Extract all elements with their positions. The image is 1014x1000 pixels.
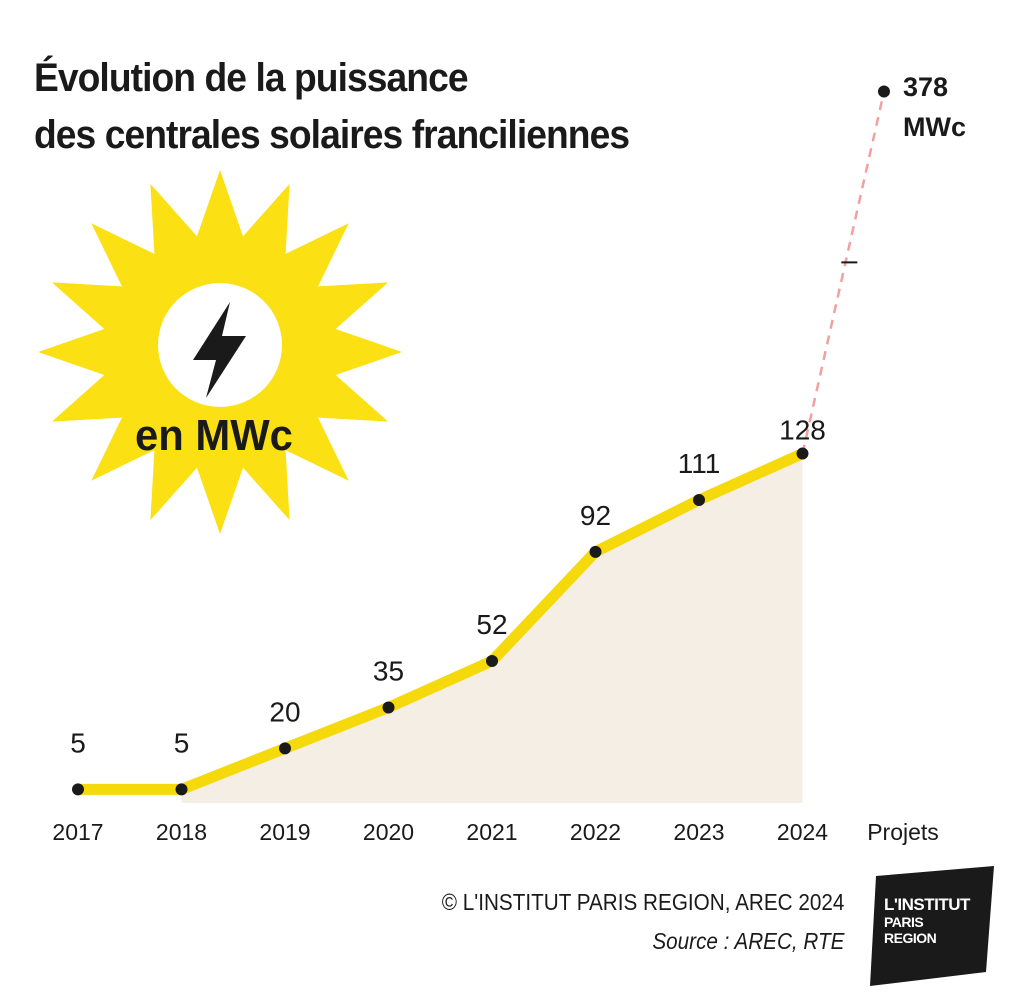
value-label-2017: 5 (70, 727, 86, 758)
x-tick-2021: 2021 (466, 819, 517, 845)
x-tick-2020: 2020 (363, 819, 414, 845)
area-fill (181, 453, 803, 803)
series-line (72, 448, 808, 795)
data-point-2019 (279, 742, 291, 755)
data-point-2023 (693, 493, 705, 506)
data-point-2021 (486, 655, 498, 668)
logo-line3: REGION (884, 930, 937, 946)
value-label-2020: 35 (373, 655, 404, 686)
logo-text: L'INSTITUT PARIS REGION (884, 895, 970, 947)
value-label-2023: 111 (678, 448, 721, 479)
x-tick-2024: 2024 (777, 819, 828, 845)
value-label-2021: 52 (476, 609, 507, 640)
projection-point (878, 85, 890, 98)
lightning-bolt-icon (193, 302, 246, 398)
institut-logo (870, 866, 994, 986)
logo-line1: L'INSTITUT (884, 895, 970, 914)
data-point-2024 (796, 447, 809, 460)
projection-dashed-line (801, 91, 886, 454)
x-axis-ticks: 2017 2018 2019 2020 2021 2022 2023 2024 Projets (52, 819, 938, 845)
x-tick-2017: 2017 (52, 819, 103, 845)
value-label-2019: 20 (269, 696, 300, 727)
chart-title-line2: des centrales solaires franciliennes (34, 113, 630, 157)
chart-title-line1: Évolution de la puissance (34, 56, 469, 100)
value-label-2022: 92 (580, 500, 611, 531)
x-tick-2023: 2023 (673, 819, 724, 845)
chart-title: Évolution de la puissance des centrales … (34, 50, 630, 164)
x-tick-2018: 2018 (156, 819, 207, 845)
value-label-2018: 5 (174, 727, 190, 758)
source-text: Source : AREC, RTE (651, 928, 844, 954)
copyright-text: © L'INSTITUT PARIS REGION, AREC 2024 (441, 889, 844, 915)
logo-line2: PARIS (884, 914, 924, 930)
data-point-2017 (72, 783, 84, 796)
projection-unit-label: MWc (903, 112, 966, 142)
sun-icon: en MWc (38, 170, 402, 534)
x-tick-2022: 2022 (570, 819, 621, 845)
x-tick-projets: Projets (867, 819, 939, 845)
data-point-2020 (382, 701, 395, 714)
data-marks: 5 5 20 35 52 92 111 128 378 MWc (70, 72, 966, 796)
data-point-2022 (589, 545, 602, 558)
projection-value-label: 378 (903, 72, 948, 102)
unit-label: en MWc (135, 411, 293, 460)
x-tick-2019: 2019 (259, 819, 310, 845)
data-point-2018 (175, 783, 188, 796)
value-label-2024: 128 (779, 415, 826, 446)
